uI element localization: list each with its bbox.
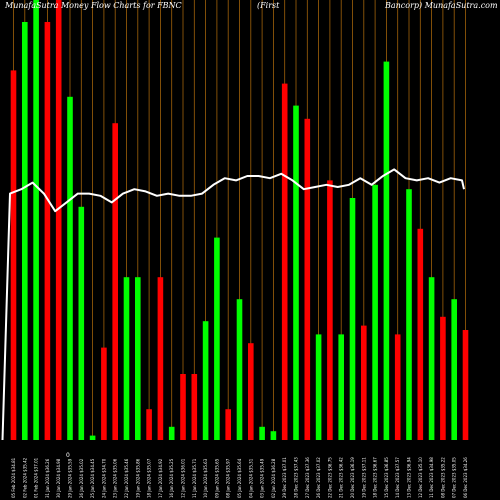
chart-title-right: Bancorp) MunafaSutra.com: [384, 1, 498, 10]
x-tick-label: 11 Jan 2024 $35.71: [192, 458, 197, 498]
x-tick-label: 11 Dec 2023 $34.98: [429, 457, 434, 498]
bar: [417, 228, 424, 440]
x-tick-label: 13 Dec 2023 $36.94: [407, 457, 412, 498]
x-tick-label: 18 Jan 2024 $35.07: [147, 458, 152, 498]
x-tick-label: 17 Jan 2024 $34.92: [158, 458, 163, 498]
x-tick-label: 08 Jan 2024 $35.97: [226, 458, 231, 498]
x-tick-label: 15 Dec 2023 $36.85: [384, 457, 389, 498]
x-tick-label: 29 Dec 2023 $37.01: [282, 457, 287, 498]
x-tick-label: 31 Jan 2024 $36.26: [45, 458, 50, 498]
bar: [394, 334, 401, 440]
x-tick-label: 14 Dec 2023 $37.57: [395, 457, 400, 498]
bar: [440, 316, 446, 440]
x-tick-label: 02 Feb 2024 $35.42: [22, 457, 27, 498]
bar: [236, 299, 243, 440]
x-tick-label: 10 Jan 2024 $35.63: [203, 458, 208, 498]
bar: [202, 321, 209, 440]
bar: [270, 431, 277, 440]
x-tick-label: 12 Jan 2024 $36.01: [181, 458, 186, 498]
x-tick-label: 03 Jan 2024 $35.49: [260, 458, 265, 498]
x-tick-label: 30 Jan 2024 $34.98: [56, 458, 61, 498]
bar: [101, 347, 107, 440]
x-tick-label: 29 Jan 2024 $35.59: [68, 458, 73, 498]
x-tick-label: 22 Jan 2024 $35.46: [124, 458, 129, 498]
bar: [33, 0, 39, 440]
bar: [304, 118, 311, 441]
bar: [112, 123, 118, 440]
bar: [214, 237, 220, 440]
x-tick-label: 06 Dec 2023 $34.26: [463, 457, 468, 498]
bar: [10, 70, 17, 441]
x-tick-label: 19 Jan 2024 $35.86: [135, 458, 140, 498]
bar: [248, 343, 254, 440]
x-tick-label: 04 Jan 2024 $35.31: [248, 458, 253, 498]
x-tick-label: 22 Dec 2023 $36.75: [327, 457, 332, 498]
bar: [225, 409, 231, 440]
bar: [372, 184, 378, 440]
x-tick-labels: 05 Feb 2024 $34.81 02 Feb 2024 $35.42 01 F…: [11, 457, 468, 498]
bar: [406, 189, 412, 440]
bar: [327, 180, 333, 440]
x-tick-label: 08 Dec 2023 $35.22: [440, 457, 445, 498]
x-tick-label: 27 Dec 2023 $37.36: [305, 457, 310, 498]
bar: [315, 334, 322, 440]
chart-title-middle: (First: [257, 1, 280, 10]
x-tick-label: 02 Jan 2024 $36.28: [271, 458, 276, 498]
x-tick-label: 25 Jan 2024 $34.45: [90, 458, 95, 498]
bar: [89, 435, 96, 440]
bar: [383, 61, 390, 440]
zero-annotation: 0: [66, 452, 70, 459]
bar: [451, 299, 457, 440]
x-tick-label: 12 Dec 2023 $35.10: [418, 457, 423, 498]
bar: [123, 277, 130, 440]
x-tick-label: 24 Jan 2024 $34.70: [101, 458, 106, 498]
x-tick-label: 09 Jan 2024 $35.65: [214, 458, 219, 498]
x-tick-label: 26 Dec 2023 $37.02: [316, 457, 321, 498]
bar: [281, 83, 288, 440]
x-tick-label: 28 Dec 2023 $37.43: [294, 457, 299, 498]
x-tick-label: 05 Jan 2024 $35.64: [237, 458, 242, 498]
x-tick-label: 05 Feb 2024 $34.81: [11, 457, 16, 498]
x-tick-label: 23 Jan 2024 $35.06: [113, 458, 118, 498]
bar: [44, 22, 51, 440]
x-tick-label: 26 Jan 2024 $35.02: [79, 458, 84, 498]
bar: [135, 277, 141, 440]
bar: [338, 334, 344, 440]
bars-group: [10, 0, 469, 441]
x-tick-label: 07 Dec 2023 $35.05: [452, 457, 457, 498]
money-flow-line: [1, 168, 465, 441]
x-tick-label: 20 Dec 2023 $36.19: [350, 457, 355, 498]
bar: [168, 426, 175, 440]
bar: [22, 22, 28, 440]
line-group: [1, 168, 465, 441]
x-tick-label: 19 Dec 2023 $37.11: [361, 457, 366, 498]
x-tick-label: 01 Feb 2024 $37.01: [34, 457, 39, 498]
x-tick-label: 16 Jan 2024 $35.25: [169, 458, 174, 498]
bar: [67, 96, 73, 441]
bar: [349, 198, 356, 440]
x-tick-label: 18 Dec 2023 $36.67: [373, 457, 378, 498]
bar: [293, 105, 299, 440]
bar: [55, 0, 62, 440]
bar: [361, 325, 367, 440]
bar: [157, 277, 164, 440]
bar: [259, 426, 265, 440]
bar: [428, 277, 435, 440]
bar: [146, 409, 152, 440]
bar: [462, 330, 469, 440]
bar: [180, 374, 186, 440]
bar: [78, 206, 85, 440]
x-tick-label: 21 Dec 2023 $36.42: [339, 457, 344, 498]
bar: [191, 374, 198, 440]
chart-title-left: MunafaSutra Money Flow Charts for FBNC: [4, 1, 182, 10]
